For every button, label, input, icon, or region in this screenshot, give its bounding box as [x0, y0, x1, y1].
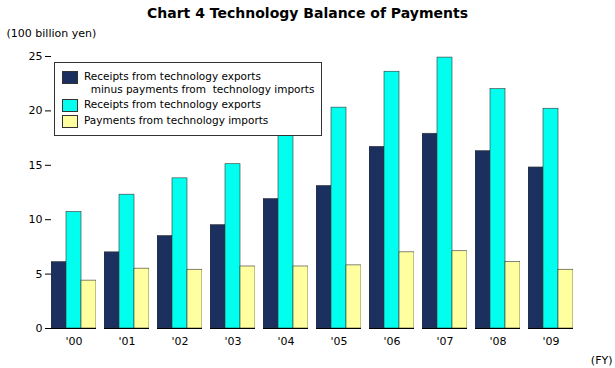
svg-text:(100 billion yen): (100 billion yen): [7, 27, 97, 40]
svg-text:10: 10: [29, 213, 43, 226]
svg-text:(FY): (FY): [591, 354, 613, 367]
svg-text:'07: '07: [436, 335, 453, 348]
svg-text:0: 0: [36, 322, 43, 335]
html-text:Payments from technology impor: Payments from technology imports: [84, 114, 269, 126]
svg-text:'01: '01: [118, 335, 135, 348]
svg-text:15: 15: [29, 159, 43, 172]
svg-text:'09: '09: [542, 335, 559, 348]
html-text:Chart 4 Technology Balance of: Chart 4 Technology Balance of Payments: [147, 5, 468, 21]
svg-text:'08: '08: [489, 335, 506, 348]
svg-text:20: 20: [29, 104, 43, 117]
svg-text:'04: '04: [277, 335, 294, 348]
svg-text:'06: '06: [383, 335, 400, 348]
svg-text:5: 5: [36, 268, 43, 281]
html-text:Receipts from technology expor: Receipts from technology exports: [84, 98, 261, 110]
svg-text:'05: '05: [330, 335, 347, 348]
svg-text:25: 25: [29, 50, 43, 63]
svg-text:'03: '03: [224, 335, 241, 348]
svg-text:'02: '02: [171, 335, 188, 348]
html-text:Receipts from technology expor: Receipts from technology exports minus p…: [84, 70, 315, 95]
svg-text:'00: '00: [65, 335, 82, 348]
